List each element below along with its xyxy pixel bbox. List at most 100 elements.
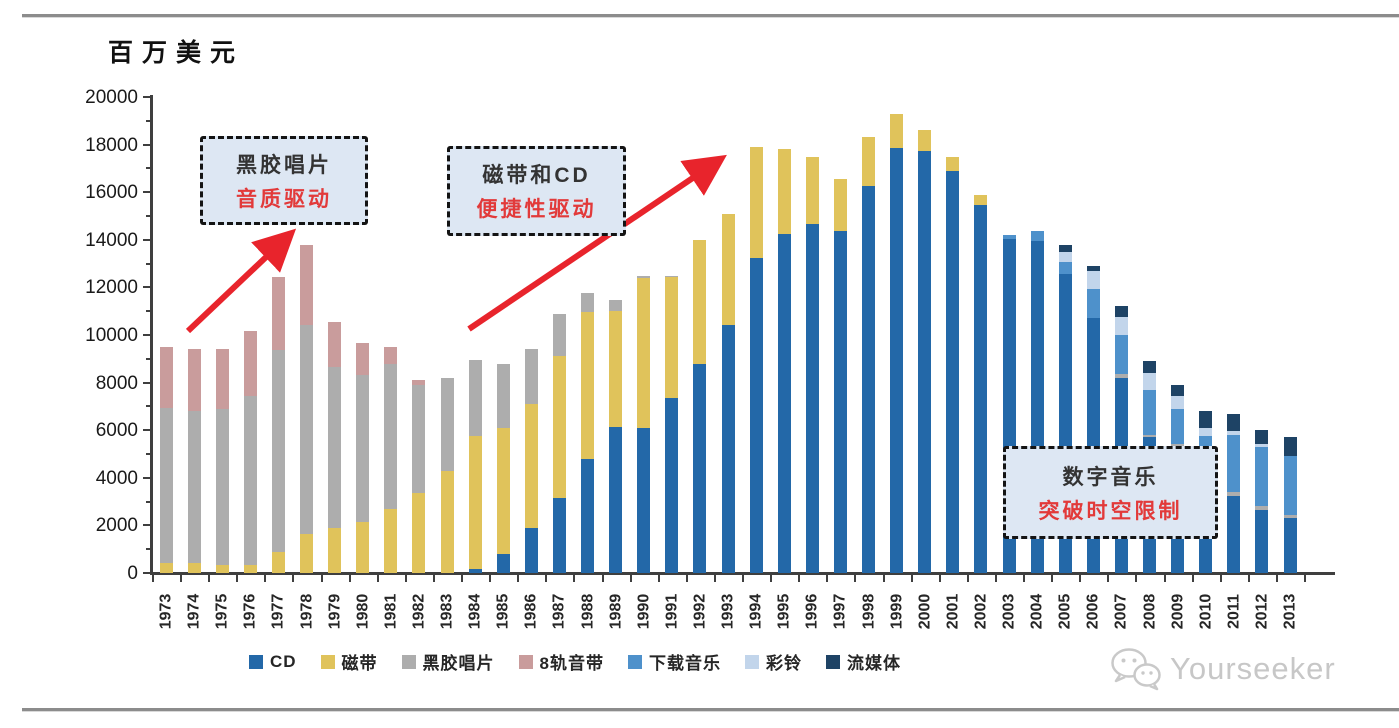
bar-segment-1982-磁带 — [412, 493, 426, 573]
bar-segment-1980-磁带 — [356, 521, 370, 573]
y-tick — [146, 405, 152, 408]
bar-segment-2009-彩铃 — [1171, 395, 1185, 409]
bar-segment-1989-黑胶唱片 — [609, 300, 623, 312]
x-tick — [713, 575, 716, 582]
x-axis-label-1984: 1984 — [466, 593, 484, 630]
x-axis-label-2000: 2000 — [916, 593, 934, 630]
bar-segment-2000-CD — [918, 150, 932, 573]
x-tick — [629, 575, 632, 582]
bar-segment-1982-8轨音带 — [412, 380, 426, 385]
y-tick-label: 12000 — [85, 277, 138, 299]
bar-segment-1989-CD — [609, 426, 623, 573]
legend-label: CD — [269, 651, 297, 671]
bar-segment-2011-黑胶唱片 — [1227, 492, 1241, 496]
y-axis-unit-label: 百万美元 — [108, 39, 245, 67]
legend-label: 8轨音带 — [539, 654, 605, 673]
bar-segment-1992-磁带 — [693, 239, 707, 364]
bar-segment-2009-黑胶唱片 — [1171, 444, 1185, 447]
y-tick-label: 14000 — [85, 229, 138, 251]
callout-digital-title: 数字音乐 — [1062, 465, 1159, 489]
y-tick-label: 0 — [127, 563, 138, 584]
bar-segment-1976-黑胶唱片 — [243, 395, 257, 565]
legend-label: 磁带 — [341, 654, 378, 673]
bar-segment-2002-磁带 — [974, 194, 988, 206]
x-tick — [1191, 575, 1194, 582]
watermark-text: Yourseeker — [1170, 651, 1336, 686]
bar-segment-1990-CD — [637, 427, 651, 573]
legend-item-磁带: 磁带 — [320, 649, 378, 674]
bar-segment-1979-黑胶唱片 — [328, 367, 342, 528]
x-axis-label-1996: 1996 — [803, 593, 821, 630]
legend-item-下载音乐: 下载音乐 — [628, 649, 721, 674]
legend-item-彩铃: 彩铃 — [745, 649, 802, 674]
x-axis-label-2007: 2007 — [1112, 593, 1130, 630]
y-tick — [143, 572, 152, 574]
bar-segment-2006-下载音乐 — [1086, 288, 1100, 319]
x-tick — [1247, 575, 1250, 582]
bar-segment-1994-磁带 — [749, 146, 763, 258]
callout-vinyl-subtitle: 音质驱动 — [236, 187, 332, 211]
bar-segment-2013-黑胶唱片 — [1283, 514, 1297, 519]
bar-segment-1981-磁带 — [384, 508, 398, 573]
bar-segment-2009-下载音乐 — [1171, 408, 1185, 445]
bar-segment-1998-CD — [862, 186, 875, 573]
bar-segment-2005-流媒体 — [1058, 244, 1072, 252]
bar-segment-2003-下载音乐 — [1002, 235, 1016, 239]
bar-segment-2013-CD — [1283, 518, 1297, 573]
x-axis-label-1983: 1983 — [438, 593, 456, 630]
x-tick — [742, 575, 745, 582]
x-axis-label-1994: 1994 — [747, 593, 765, 630]
y-tick — [146, 453, 152, 455]
x-axis-label-2008: 2008 — [1141, 593, 1158, 630]
bar-segment-2013-下载音乐 — [1283, 456, 1297, 515]
bar-segment-2006-流媒体 — [1086, 265, 1100, 271]
bar-segment-1985-黑胶唱片 — [496, 363, 510, 428]
x-axis-label-1973: 1973 — [157, 593, 175, 630]
x-axis-label-2006: 2006 — [1084, 593, 1102, 630]
bar-segment-1974-黑胶唱片 — [187, 411, 201, 564]
x-axis-label-1980: 1980 — [354, 593, 372, 630]
bar-segment-2007-下载音乐 — [1114, 335, 1128, 375]
x-tick — [1107, 575, 1110, 582]
x-tick — [1079, 575, 1082, 582]
y-tick — [143, 524, 152, 527]
x-axis-label-2013: 2013 — [1281, 593, 1299, 630]
bar-segment-1993-CD — [721, 325, 735, 573]
callout-cassette-cd-subtitle: 便捷性驱动 — [476, 198, 597, 221]
y-tick-label: 20000 — [85, 87, 138, 108]
bar-segment-2008-彩铃 — [1143, 373, 1156, 390]
x-tick — [1304, 575, 1307, 582]
bar-segment-1997-CD — [833, 231, 847, 573]
y-tick-label: 2000 — [95, 515, 138, 537]
x-tick — [489, 575, 492, 582]
bar-segment-2011-下载音乐 — [1227, 434, 1241, 493]
bar-segment-1991-CD — [665, 398, 679, 573]
y-tick — [143, 381, 152, 384]
bar-segment-2008-黑胶唱片 — [1143, 434, 1156, 438]
x-axis-label-2002: 2002 — [972, 593, 990, 630]
bar-segment-1985-CD — [496, 553, 510, 573]
bar-segment-2002-CD — [974, 205, 988, 573]
x-axis-label-1976: 1976 — [241, 593, 259, 630]
bar-segment-2006-彩铃 — [1086, 270, 1100, 289]
bar-segment-1980-黑胶唱片 — [356, 375, 370, 522]
bar-segment-2011-CD — [1227, 495, 1241, 573]
legend-label: 黑胶唱片 — [422, 654, 495, 673]
bar-segment-1979-磁带 — [328, 527, 342, 573]
bar-segment-1991-黑胶唱片 — [665, 275, 679, 277]
legend-label: 流媒体 — [847, 654, 902, 673]
bar-segment-1988-黑胶唱片 — [581, 293, 594, 313]
x-axis-label-1977: 1977 — [269, 593, 287, 630]
callout-digital: 数字音乐 突破时空限制 — [1003, 446, 1218, 539]
x-axis-label-1989: 1989 — [607, 593, 625, 630]
bar-segment-1987-CD — [552, 498, 566, 573]
legend-swatch — [826, 654, 841, 669]
y-tick — [146, 262, 152, 265]
x-tick — [517, 575, 520, 582]
x-tick — [685, 575, 688, 582]
y-tick — [146, 215, 152, 217]
x-axis-label-2011: 2011 — [1225, 594, 1243, 629]
bar-segment-2011-流媒体 — [1227, 413, 1241, 432]
legend-item-黑胶唱片: 黑胶唱片 — [401, 649, 495, 674]
bar-segment-1997-磁带 — [833, 179, 847, 232]
